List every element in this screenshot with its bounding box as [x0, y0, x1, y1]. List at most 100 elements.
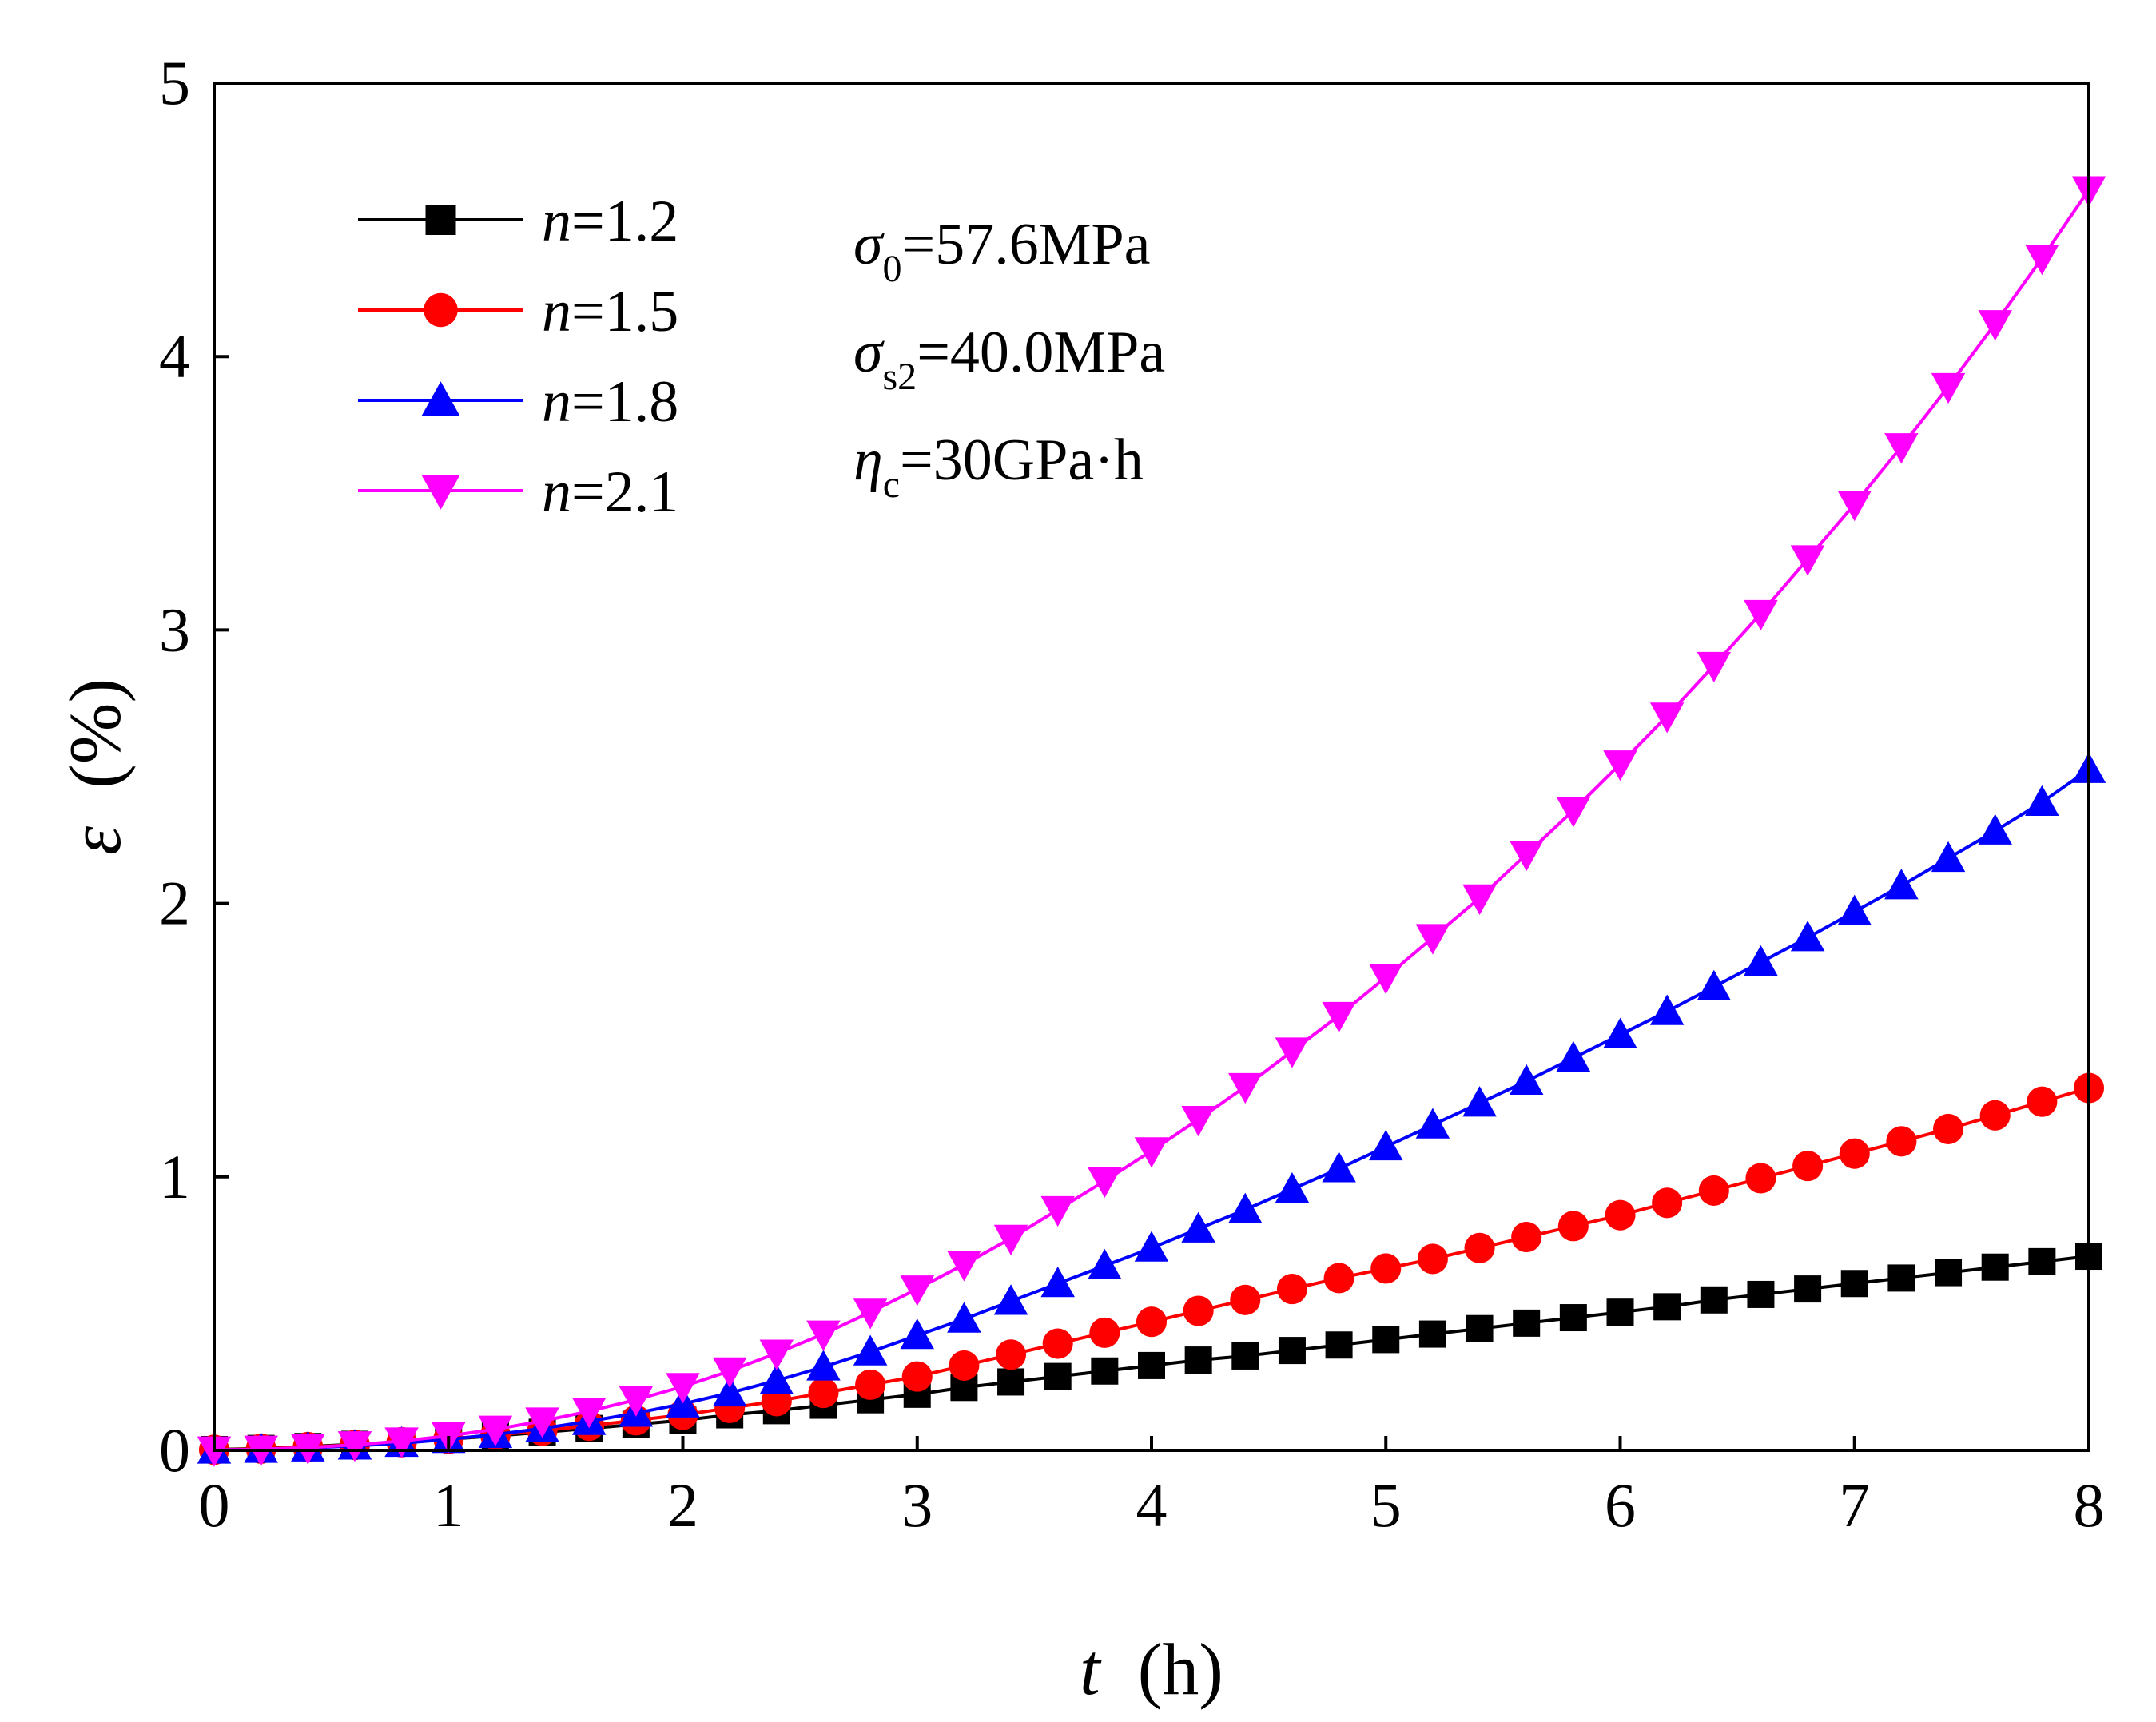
legend-label-value: =1.2 [571, 189, 678, 254]
x-tick-label: 1 [433, 1470, 464, 1540]
data-point-n=2.1 [1415, 924, 1450, 955]
data-point-n=1.5 [1323, 1263, 1354, 1294]
legend-marker [421, 381, 460, 416]
data-point-n=1.8 [1603, 1017, 1637, 1048]
data-point-n=1.2 [1372, 1326, 1400, 1354]
data-point-n=1.8 [900, 1318, 934, 1350]
legend-entry-n=1.5: n=1.5 [358, 279, 678, 344]
data-point-n=1.8 [1790, 921, 1825, 952]
data-point-n=1.2 [1513, 1309, 1541, 1337]
legend-label-variable: n [542, 459, 571, 525]
data-point-n=1.5 [1792, 1151, 1824, 1182]
data-point-n=1.5 [1417, 1243, 1448, 1275]
y-axis-unit: (%) [54, 678, 136, 789]
data-point-n=1.2 [1747, 1280, 1775, 1308]
data-point-n=2.1 [1790, 545, 1825, 576]
data-point-n=1.2 [1935, 1259, 1963, 1287]
y-tick-label: 0 [159, 1415, 190, 1485]
annotation-symbol: σ [853, 320, 885, 385]
y-axis-variable: ε [54, 825, 136, 855]
data-point-n=1.8 [1228, 1192, 1263, 1223]
data-point-n=1.8 [1978, 813, 2012, 845]
data-point-n=2.1 [993, 1224, 1028, 1256]
legend-marker [421, 475, 460, 510]
data-point-n=2.1 [1837, 490, 1872, 522]
data-point-n=1.2 [997, 1368, 1025, 1396]
data-point-n=1.5 [1745, 1163, 1776, 1194]
data-point-n=1.8 [1369, 1129, 1403, 1161]
data-point-n=2.1 [478, 1415, 513, 1446]
annotation-value: =57.6MPa [902, 212, 1151, 277]
annotation-subscript: 0 [883, 248, 902, 290]
data-point-n=1.2 [1887, 1264, 1915, 1292]
data-point-n=2.1 [853, 1298, 888, 1330]
data-point-n=1.8 [1462, 1086, 1497, 1117]
data-point-n=1.8 [947, 1302, 981, 1333]
data-point-n=1.8 [993, 1284, 1028, 1315]
data-point-n=1.5 [2027, 1086, 2058, 1117]
legend-label-value: =1.5 [571, 279, 678, 344]
data-point-n=1.5 [1464, 1232, 1495, 1263]
data-point-n=1.5 [1370, 1253, 1402, 1284]
legend-label-value: =1.8 [571, 369, 678, 435]
x-tick-label: 8 [2074, 1470, 2105, 1540]
data-point-n=2.1 [1649, 702, 1685, 734]
data-point-n=2.1 [1322, 1001, 1356, 1033]
data-point-n=2.1 [1228, 1072, 1263, 1104]
data-point-n=1.8 [1322, 1151, 1356, 1183]
data-point-n=2.1 [525, 1407, 559, 1438]
data-point-n=1.2 [1325, 1331, 1353, 1359]
data-point-n=1.8 [1837, 894, 1872, 925]
data-point-n=1.8 [1509, 1064, 1544, 1096]
data-point-n=1.2 [1981, 1253, 2009, 1281]
data-point-n=2.1 [1275, 1037, 1310, 1068]
y-tick-label: 2 [159, 869, 190, 938]
data-point-n=1.8 [1415, 1108, 1450, 1139]
legend: n=1.2 n=1.5 n=1.8 n=2.1 [358, 189, 678, 525]
data-point-n=1.5 [808, 1378, 839, 1409]
data-point-n=1.8 [1275, 1171, 1310, 1203]
data-point-n=1.5 [1839, 1138, 1870, 1169]
data-point-n=2.1 [1744, 599, 1778, 631]
x-tick-label: 0 [199, 1470, 230, 1540]
annotation-line: σs2=40.0MPa [853, 320, 1165, 398]
data-point-n=1.2 [1840, 1270, 1868, 1298]
annotation-subscript: s2 [883, 356, 917, 398]
data-point-n=1.2 [1044, 1362, 1072, 1390]
data-point-n=2.1 [1462, 884, 1497, 916]
data-point-n=1.2 [1091, 1357, 1119, 1385]
data-point-n=2.1 [1978, 310, 2012, 341]
data-point-n=1.8 [1649, 994, 1685, 1025]
data-point-n=1.8 [1884, 869, 1919, 900]
data-point-n=1.2 [1466, 1314, 1494, 1342]
x-tick-label: 3 [901, 1470, 933, 1540]
data-point-n=2.1 [666, 1373, 700, 1404]
annotation-value: =40.0MPa [917, 320, 1165, 385]
legend-entry-n=1.2: n=1.2 [358, 189, 678, 254]
data-point-n=2.1 [1603, 750, 1637, 781]
x-tick-label: 4 [1136, 1470, 1168, 1540]
data-point-n=2.1 [759, 1339, 794, 1370]
data-point-n=2.1 [1040, 1195, 1075, 1227]
annotation-value: =30GPa·h [900, 428, 1144, 493]
data-point-n=2.1 [337, 1431, 372, 1462]
data-point-n=2.1 [2025, 245, 2059, 276]
tick-layer: 0 1 2 3 4 5 6 7 8 0 1 2 3 4 5 [159, 48, 2105, 1540]
data-point-n=2.1 [900, 1275, 934, 1306]
data-point-n=1.8 [1931, 841, 1966, 873]
legend-marker [425, 205, 456, 235]
data-point-n=1.8 [1134, 1231, 1169, 1262]
data-point-n=1.2 [1559, 1304, 1587, 1332]
data-point-n=2.1 [619, 1386, 654, 1417]
y-tick-label: 3 [159, 595, 190, 664]
data-point-n=1.5 [1230, 1284, 1261, 1315]
legend-label: n=2.1 [542, 459, 678, 525]
data-point-n=1.5 [901, 1361, 933, 1392]
data-point-n=2.1 [571, 1398, 607, 1429]
data-point-n=2.1 [1181, 1105, 1215, 1137]
data-point-n=2.1 [1134, 1137, 1169, 1168]
x-axis-title: t (h) [1080, 1629, 1223, 1710]
data-point-n=1.8 [1697, 969, 1732, 1000]
data-point-n=1.5 [1979, 1100, 2011, 1131]
annotation-symbol: η [853, 428, 883, 493]
